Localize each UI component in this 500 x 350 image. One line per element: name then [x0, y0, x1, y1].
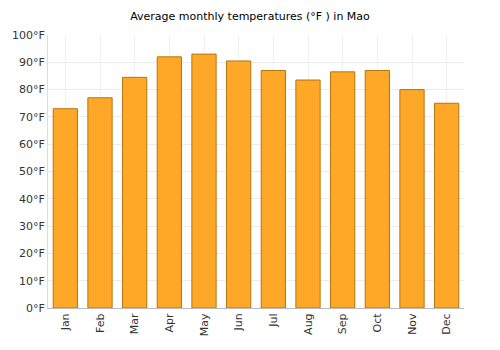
- svg-text:0°F: 0°F: [26, 302, 45, 315]
- svg-text:Apr: Apr: [163, 313, 176, 333]
- svg-text:Jan: Jan: [59, 313, 72, 331]
- svg-text:Sep: Sep: [336, 313, 349, 334]
- svg-text:90°F: 90°F: [19, 56, 45, 69]
- svg-text:30°F: 30°F: [19, 220, 45, 233]
- svg-text:40°F: 40°F: [19, 193, 45, 206]
- svg-text:Oct: Oct: [371, 313, 384, 333]
- svg-text:Feb: Feb: [94, 313, 107, 332]
- svg-text:20°F: 20°F: [19, 247, 45, 260]
- svg-text:Jul: Jul: [267, 313, 280, 327]
- svg-text:100°F: 100°F: [12, 29, 45, 42]
- svg-text:80°F: 80°F: [19, 83, 45, 96]
- svg-text:Dec: Dec: [440, 313, 453, 334]
- svg-text:Jun: Jun: [232, 313, 245, 331]
- svg-text:50°F: 50°F: [19, 165, 45, 178]
- svg-text:Mar: Mar: [128, 313, 141, 334]
- svg-text:Aug: Aug: [302, 313, 315, 334]
- svg-text:Average monthly temperatures (: Average monthly temperatures (°F ) in Ma…: [130, 10, 370, 23]
- svg-text:10°F: 10°F: [19, 275, 45, 288]
- svg-text:60°F: 60°F: [19, 138, 45, 151]
- svg-text:Nov: Nov: [406, 313, 419, 335]
- svg-text:70°F: 70°F: [19, 111, 45, 124]
- svg-text:May: May: [198, 313, 211, 336]
